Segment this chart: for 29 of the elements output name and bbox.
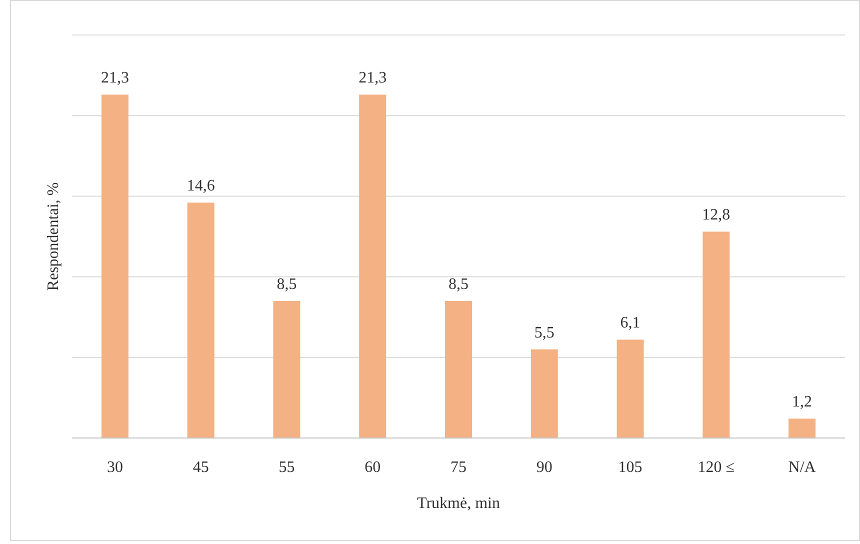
x-tick-label: 30 — [106, 459, 123, 476]
bar — [616, 340, 644, 438]
bar — [788, 418, 816, 438]
data-label: 14,6 — [186, 178, 215, 195]
bar — [702, 232, 730, 438]
bar — [101, 94, 128, 438]
x-tick-label: 105 — [618, 459, 642, 476]
data-label: 8,5 — [448, 276, 468, 293]
x-tick-label: 75 — [450, 459, 466, 476]
data-label: 8,5 — [276, 276, 297, 293]
bar — [445, 300, 472, 438]
bar — [530, 349, 558, 438]
x-axis-title: Trukmė, min — [417, 495, 500, 512]
x-tick-label: 45 — [192, 459, 209, 476]
x-tick-label: 120 ≤ — [698, 459, 735, 476]
x-tick-label: N/A — [788, 459, 816, 476]
bar — [359, 94, 386, 438]
x-tick-label: 90 — [536, 459, 552, 476]
data-label: 6,1 — [620, 314, 640, 332]
data-label: 12,8 — [702, 206, 730, 224]
y-axis-title: Respondentai, % — [45, 182, 62, 291]
x-tick-label: 55 — [278, 459, 295, 476]
x-tick-label: 60 — [364, 459, 381, 476]
data-label: 21,3 — [100, 70, 129, 87]
data-label: 1,2 — [792, 394, 812, 411]
bar — [187, 202, 214, 438]
data-label: 21,3 — [358, 70, 387, 87]
bar — [273, 300, 300, 438]
data-label: 5,5 — [534, 324, 554, 342]
